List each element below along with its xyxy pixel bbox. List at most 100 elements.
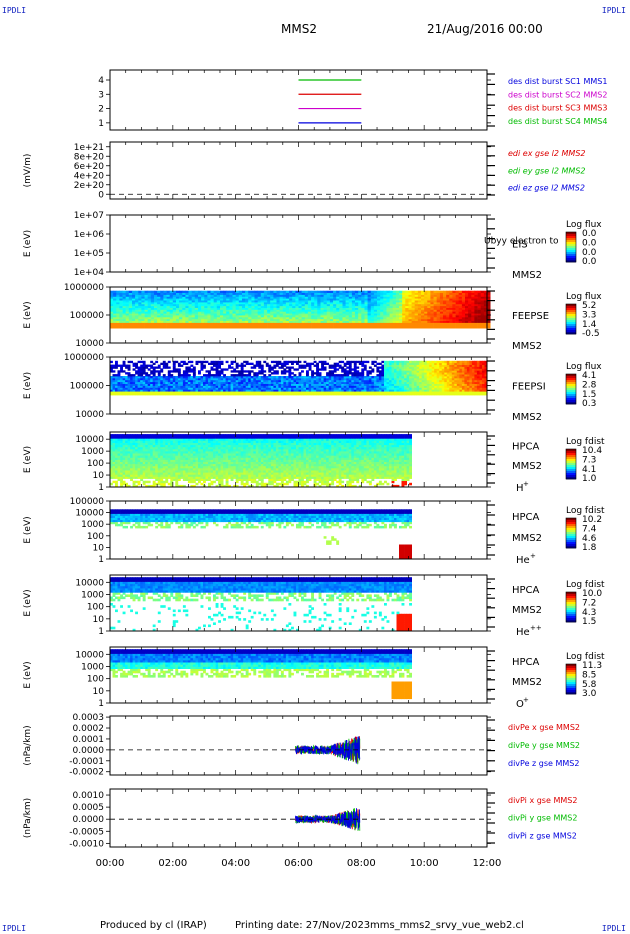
- colorbar-feepse: [565, 303, 577, 335]
- colorbar-label-hpca_h-2: 4.1: [582, 465, 596, 475]
- y-tick-hpca_h-3: 10: [93, 471, 105, 481]
- y-axis-label-divpi: (nPa/km): [23, 798, 33, 838]
- y-tick-hpca_he1-4: 10: [93, 543, 105, 553]
- panel-frame-edi: [109, 141, 488, 200]
- y-tick-divpi-4: -0.0010: [69, 839, 104, 849]
- y-tick-hpca_he2-0: 10000: [75, 578, 104, 588]
- y-axis-label-hpca_he2: E (eV): [23, 589, 33, 616]
- y-tick-divpe-3: 0.0000: [73, 746, 105, 756]
- spacecraft-label-hpca_he2: MMS2: [512, 605, 542, 616]
- species-charge-hpca_h: +: [523, 480, 529, 488]
- colorbar-label-hpca_h-3: 1.0: [582, 474, 597, 484]
- footer-filename: mms_mms2_srvy_vue_web2.cl: [370, 920, 524, 931]
- y-tick-hpca_he1-2: 1000: [81, 520, 104, 530]
- heatmap-hpca_o: [110, 649, 412, 700]
- spacecraft-label-feepse: MMS2: [512, 341, 542, 352]
- legend-edi-0: edi ex gse l2 MMS2: [508, 149, 586, 158]
- colorbar-title-eis: Log flux: [566, 220, 602, 230]
- y-tick-hpca_o-3: 10: [93, 687, 105, 697]
- colorbar-title-feepse: Log flux: [566, 292, 602, 302]
- y-tick-edi-4: 2e+20: [74, 181, 105, 191]
- x-tick-label-6: 12:00: [473, 858, 502, 869]
- y-tick-edi-3: 4e+20: [74, 171, 105, 181]
- y-tick-feepsi-1: 100000: [70, 382, 105, 392]
- y-tick-eis-3: 1e+04: [74, 268, 105, 278]
- colorbar-label-feepsi-1: 2.8: [582, 380, 597, 390]
- colorbar-label-feepse-1: 3.3: [582, 310, 596, 320]
- colorbar-title-hpca_he1: Log fdist: [566, 506, 605, 516]
- colorbar-label-feepsi-0: 4.1: [582, 371, 596, 381]
- legend-burst-0: des dist burst SC1 MMS1: [508, 77, 607, 86]
- colorbar-label-hpca_he2-3: 1.5: [582, 617, 596, 627]
- y-tick-divpi-1: 0.0005: [73, 803, 105, 813]
- y-tick-eis-0: 1e+07: [74, 211, 104, 221]
- y-tick-burst-0: 4: [98, 76, 104, 86]
- y-tick-hpca_he2-2: 100: [87, 603, 104, 613]
- y-tick-burst-3: 1: [98, 119, 104, 129]
- y-tick-hpca_h-0: 10000: [75, 435, 104, 445]
- colorbar-label-feepse-0: 5.2: [582, 301, 596, 311]
- colorbar-eis: [565, 231, 577, 263]
- heatmap-feepse: [110, 290, 491, 329]
- spacecraft-label-hpca_h: MMS2: [512, 461, 542, 472]
- colorbar-label-eis-0: 0.0: [582, 229, 597, 239]
- y-tick-hpca_he2-1: 1000: [81, 590, 104, 600]
- y-tick-feepse-1: 100000: [70, 311, 105, 321]
- species-charge-hpca_he1: +: [530, 552, 536, 560]
- species-label-hpca_he1: He: [516, 555, 530, 566]
- colorbar-label-hpca_o-0: 11.3: [582, 661, 602, 671]
- y-tick-feepse-0: 1000000: [64, 283, 104, 293]
- y-axis-label-hpca_o: E (eV): [23, 661, 33, 688]
- y-tick-edi-1: 8e+20: [74, 152, 105, 162]
- y-tick-feepse-2: 10000: [75, 339, 104, 349]
- y-tick-eis-1: 1e+06: [74, 230, 105, 240]
- legend-burst-3: des dist burst SC4 MMS4: [508, 117, 607, 126]
- colorbar-label-feepse-2: 1.4: [582, 320, 597, 330]
- y-tick-divpe-1: 0.0002: [73, 724, 105, 734]
- colorbar-hpca_he2: [565, 591, 577, 623]
- y-tick-hpca_h-1: 1000: [81, 447, 104, 457]
- legend-divpe-0: divPe x gse MMS2: [508, 723, 580, 732]
- y-tick-divpe-2: 0.0001: [73, 735, 105, 745]
- y-tick-hpca_o-0: 10000: [75, 650, 104, 660]
- y-tick-hpca_he1-5: 1: [98, 555, 104, 565]
- colorbar-label-hpca_o-2: 5.8: [582, 680, 597, 690]
- colorbar-hpca_he1: [565, 517, 577, 549]
- heatmap-feepsi: [110, 360, 488, 396]
- legend-divpe-1: divPe y gse MMS2: [508, 741, 580, 750]
- y-tick-hpca_h-4: 1: [98, 483, 104, 493]
- x-tick-label-0: 00:00: [96, 858, 125, 869]
- y-axis-label-feepsi: E (eV): [23, 372, 33, 399]
- legend-edi-1: edi ey gse l2 MMS2: [508, 166, 586, 175]
- species-label-hpca_o: O: [516, 699, 524, 710]
- colorbar-label-hpca_he1-1: 7.4: [582, 524, 597, 534]
- y-axis-label-edi: (mV/m): [23, 154, 33, 188]
- colorbar-title-hpca_o: Log fdist: [566, 652, 605, 662]
- y-tick-edi-2: 6e+20: [74, 162, 105, 172]
- y-axis-label-hpca_h: E (eV): [23, 446, 33, 473]
- colorbar-label-hpca_he2-2: 4.3: [582, 608, 596, 618]
- y-axis-label-eis: E (eV): [23, 230, 33, 257]
- instrument-label-hpca_he1: HPCA: [512, 512, 540, 523]
- spacecraft-title: MMS2: [281, 22, 317, 36]
- colorbar-label-feepse-3: -0.5: [582, 329, 600, 339]
- footer-produced-by: Produced by cl (IRAP): [100, 920, 207, 931]
- footer-printing-date: Printing date: 27/Nov/2023: [235, 920, 371, 931]
- y-tick-feepsi-0: 1000000: [64, 353, 104, 363]
- y-tick-edi-0: 1e+21: [74, 143, 104, 153]
- y-axis-label-feepse: E (eV): [23, 301, 33, 328]
- spacecraft-label-hpca_o: MMS2: [512, 677, 542, 688]
- colorbar-label-feepsi-3: 0.3: [582, 399, 596, 409]
- instrument-label-hpca_h: HPCA: [512, 442, 540, 453]
- colorbar-label-hpca_he1-0: 10.2: [582, 515, 602, 525]
- legend-burst-2: des dist burst SC3 MMS3: [508, 104, 607, 113]
- legend-burst-1: des dist burst SC2 MMS2: [508, 90, 607, 99]
- y-tick-divpi-2: 0.0000: [73, 815, 105, 825]
- colorbar-label-hpca_o-1: 8.5: [582, 670, 596, 680]
- colorbar-label-eis-3: 0.0: [582, 257, 597, 267]
- spacecraft-label-eis: MMS2: [512, 270, 542, 281]
- y-tick-edi-5: 0: [98, 190, 104, 200]
- corner-label-top-left: IPDLI: [2, 6, 27, 15]
- x-tick-label-3: 06:00: [284, 858, 313, 869]
